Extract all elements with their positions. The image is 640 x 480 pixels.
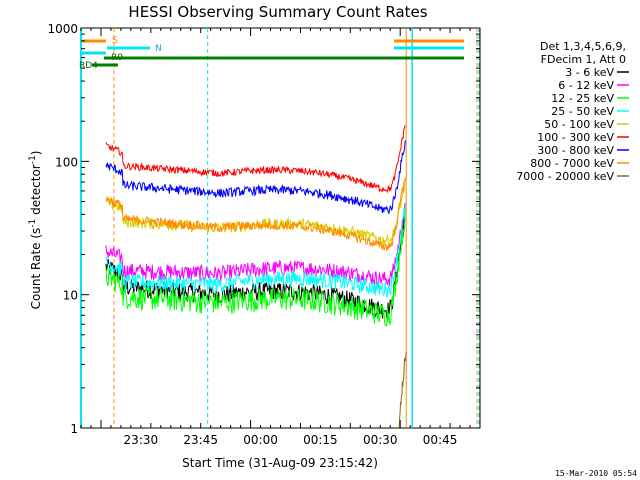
x-tick-label: 00:45 [423, 433, 458, 447]
legend-header: Det 1,3,4,5,6,9, [540, 40, 626, 53]
flag-label-s: S [112, 36, 118, 46]
legend-label: 12 - 25 keV [551, 92, 614, 105]
timestamp: 15-Mar-2010 05:54 [555, 469, 637, 478]
x-tick-label: 23:45 [183, 433, 218, 447]
x-axis-label: Start Time (31-Aug-09 23:15:42) [182, 456, 378, 470]
legend-label: 3 - 6 keV [565, 66, 614, 79]
series-line-50-100kev [105, 178, 406, 248]
legend-label: 25 - 50 keV [551, 105, 614, 118]
y-axis-label-sup1: -1 [28, 219, 38, 228]
series-line-300-800kev [105, 140, 406, 214]
series-line-800-7000kev [105, 177, 406, 251]
legend-label: 50 - 100 keV [544, 118, 614, 131]
flag-label-n: N [155, 44, 162, 54]
y-axis-label-mid: detector [29, 164, 43, 219]
plot-frame [80, 27, 481, 429]
y-tick-label: 10 [63, 289, 78, 303]
x-tick-label: 00:30 [363, 433, 398, 447]
y-axis-label-sup2: -1 [28, 155, 38, 164]
x-tick-label: 23:30 [124, 433, 159, 447]
legend-label: 6 - 12 keV [558, 79, 614, 92]
legend-label: 800 - 7000 keV [530, 157, 614, 170]
chart-title: HESSI Observing Summary Count Rates [128, 3, 427, 21]
y-axis-label: Count Rate (s-1 detector-1) [28, 151, 43, 310]
y-tick-label: 1000 [47, 22, 78, 36]
plot-area: S N R0 RD4 [79, 27, 481, 429]
y-axis-label-end: ) [29, 151, 43, 156]
series-line-6-12kev [105, 202, 406, 288]
legend: Det 1,3,4,5,6,9,FDecim 1, Att 03 - 6 keV… [516, 40, 629, 183]
legend-header: FDecim 1, Att 0 [541, 53, 626, 66]
legend-label: 7000 - 20000 keV [516, 170, 614, 183]
x-axis: 23:30 23:45 00:00 00:15 00:30 00:45 [80, 28, 481, 447]
y-tick-label: 100 [55, 155, 78, 169]
y-axis: 1 10 100 1000 [47, 22, 480, 436]
flag-label-ro: R0 [111, 53, 123, 63]
series-line-12-25kev [105, 205, 406, 327]
legend-label: 300 - 800 keV [537, 144, 614, 157]
series-line-7000-20000-kev [398, 352, 407, 428]
x-tick-label: 00:00 [243, 433, 278, 447]
series-line-25-50kev [105, 204, 406, 298]
legend-label: 100 - 300 keV [537, 131, 614, 144]
flag-label-rd4: RD4 [79, 61, 98, 71]
series-line-100-300kev [105, 124, 406, 194]
x-tick-label: 00:15 [303, 433, 338, 447]
y-tick-label: 1 [70, 422, 78, 436]
y-axis-label-main: Count Rate (s [29, 228, 43, 310]
